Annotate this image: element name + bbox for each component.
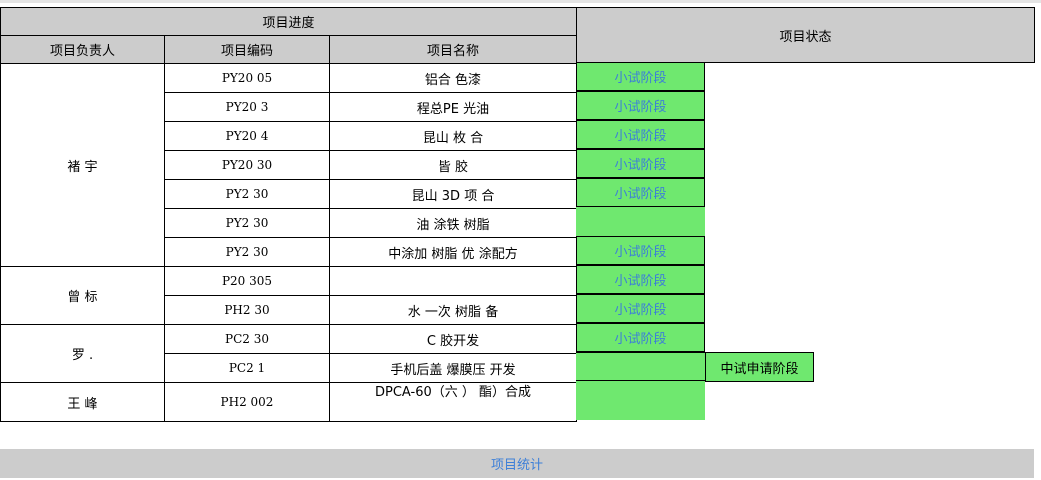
name-cell <box>329 266 577 296</box>
status-cell: 小试阶段 <box>576 120 705 149</box>
table-row: PY20 4 昆山 枚 合 <box>1 121 577 151</box>
owner-cell: 褚 宇 <box>0 63 165 267</box>
code-cell: PY2 30 <box>164 208 330 238</box>
owner-cell: 曾 标 <box>0 266 165 325</box>
header-code: 项目编码 <box>164 35 330 64</box>
header-owner: 项目负责人 <box>0 35 165 64</box>
table-row: 罗 . PC2 30 C 胶开发 <box>0 324 577 383</box>
status-cell: 小试阶段 <box>576 294 705 323</box>
header-progress: 项目进度 <box>0 7 577 36</box>
code-cell: P20 305 <box>164 266 330 296</box>
status-cell: 小试阶段 <box>576 323 705 352</box>
table-row: PY2 30 油 涂铁 树脂 <box>1 208 577 238</box>
status-cell: 小试阶段 <box>576 236 705 265</box>
table-row: PY20 3 程总PE 光油 <box>1 92 577 122</box>
status-cell <box>576 352 705 381</box>
status-cell: 小试阶段 <box>576 265 705 294</box>
status-cell <box>576 381 705 420</box>
name-cell: 油 涂铁 树脂 <box>329 208 577 238</box>
name-cell: 水 一次 树脂 备 <box>329 295 577 325</box>
table-row: 曾 标 P20 305 <box>0 266 577 325</box>
project-stats-link[interactable]: 项目统计 <box>490 458 543 473</box>
code-cell: PY20 30 <box>164 150 330 180</box>
name-cell: C 胶开发 <box>329 324 577 354</box>
code-cell: PY20 05 <box>164 63 330 93</box>
code-cell: PH2 002 <box>164 382 330 422</box>
project-progress-table: 项目进度 项目负责人 项目编码 项目名称 褚 宇 PY20 05 铝合 色漆 PY20… <box>0 7 577 422</box>
code-cell: PH2 30 <box>164 295 330 325</box>
table-row: 褚 宇 PY20 05 铝合 色漆 <box>0 63 577 267</box>
status-cell-pilot: 中试申请阶段 <box>705 352 814 382</box>
name-cell: 昆山 3D 项 合 <box>329 179 577 209</box>
code-cell: PY2 30 <box>164 179 330 209</box>
status-cell: 小试阶段 <box>576 149 705 178</box>
table-row: PY2 30 中涂加 树脂 优 涂配方 <box>1 237 577 267</box>
name-cell: 皆 胶 <box>329 150 577 180</box>
top-divider <box>0 0 1041 3</box>
project-stats-bar[interactable]: 项目统计 <box>0 449 1034 478</box>
name-cell: 昆山 枚 合 <box>329 121 577 151</box>
header-status: 项目状态 <box>576 7 1035 63</box>
table-row: PY2 30 昆山 3D 项 合 <box>1 179 577 209</box>
code-cell: PY2 30 <box>164 237 330 267</box>
table-row: 王 峰 PH2 002 DPCA-60（六 ） 酯）合成 <box>0 382 577 422</box>
code-cell: PC2 30 <box>164 324 330 354</box>
owner-cell: 王 峰 <box>0 382 165 422</box>
header-name: 项目名称 <box>329 35 577 64</box>
status-cell: 小试阶段 <box>576 62 705 91</box>
status-cell: 小试阶段 <box>576 178 705 207</box>
name-cell: 铝合 色漆 <box>329 63 577 93</box>
name-cell: DPCA-60（六 ） 酯）合成 <box>329 382 577 422</box>
table-row: PH2 30 水 一次 树脂 备 <box>1 295 577 325</box>
table-row: PC2 1 手机后盖 爆膜压 开发 <box>1 353 577 383</box>
name-cell: 手机后盖 爆膜压 开发 <box>329 353 577 383</box>
code-cell: PY20 3 <box>164 92 330 122</box>
code-cell: PY20 4 <box>164 121 330 151</box>
code-cell: PC2 1 <box>164 353 330 383</box>
owner-cell: 罗 . <box>0 324 165 383</box>
name-cell: 中涂加 树脂 优 涂配方 <box>329 237 577 267</box>
status-cell: 小试阶段 <box>576 91 705 120</box>
name-cell: 程总PE 光油 <box>329 92 577 122</box>
table-row: PY20 30 皆 胶 <box>1 150 577 180</box>
status-cell <box>576 207 705 236</box>
